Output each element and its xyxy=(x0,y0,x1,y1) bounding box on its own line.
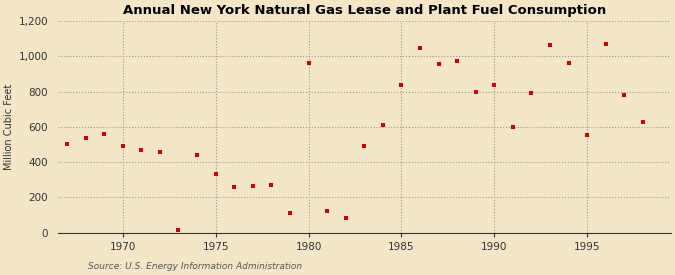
Point xyxy=(322,209,333,214)
Point xyxy=(452,59,462,63)
Point xyxy=(80,136,91,141)
Point xyxy=(173,228,184,232)
Y-axis label: Million Cubic Feet: Million Cubic Feet xyxy=(4,84,14,170)
Point xyxy=(545,43,556,47)
Point xyxy=(433,62,444,67)
Point xyxy=(377,123,388,127)
Point xyxy=(266,183,277,187)
Point xyxy=(117,144,128,148)
Point xyxy=(303,61,314,66)
Point xyxy=(489,82,500,87)
Point xyxy=(192,153,202,157)
Point xyxy=(470,89,481,94)
Point xyxy=(359,144,370,148)
Point xyxy=(526,91,537,95)
Point xyxy=(340,216,351,221)
Point xyxy=(414,46,425,51)
Point xyxy=(229,185,240,189)
Point xyxy=(619,93,630,97)
Point xyxy=(582,133,593,137)
Point xyxy=(396,82,407,87)
Point xyxy=(155,150,165,155)
Point xyxy=(99,132,109,136)
Point xyxy=(247,184,258,188)
Point xyxy=(285,211,296,215)
Point xyxy=(136,148,146,152)
Point xyxy=(508,125,518,129)
Point xyxy=(210,171,221,176)
Point xyxy=(61,142,72,147)
Point xyxy=(638,120,649,125)
Title: Annual New York Natural Gas Lease and Plant Fuel Consumption: Annual New York Natural Gas Lease and Pl… xyxy=(123,4,606,17)
Point xyxy=(563,61,574,66)
Point xyxy=(600,42,611,46)
Text: Source: U.S. Energy Information Administration: Source: U.S. Energy Information Administ… xyxy=(88,262,302,271)
